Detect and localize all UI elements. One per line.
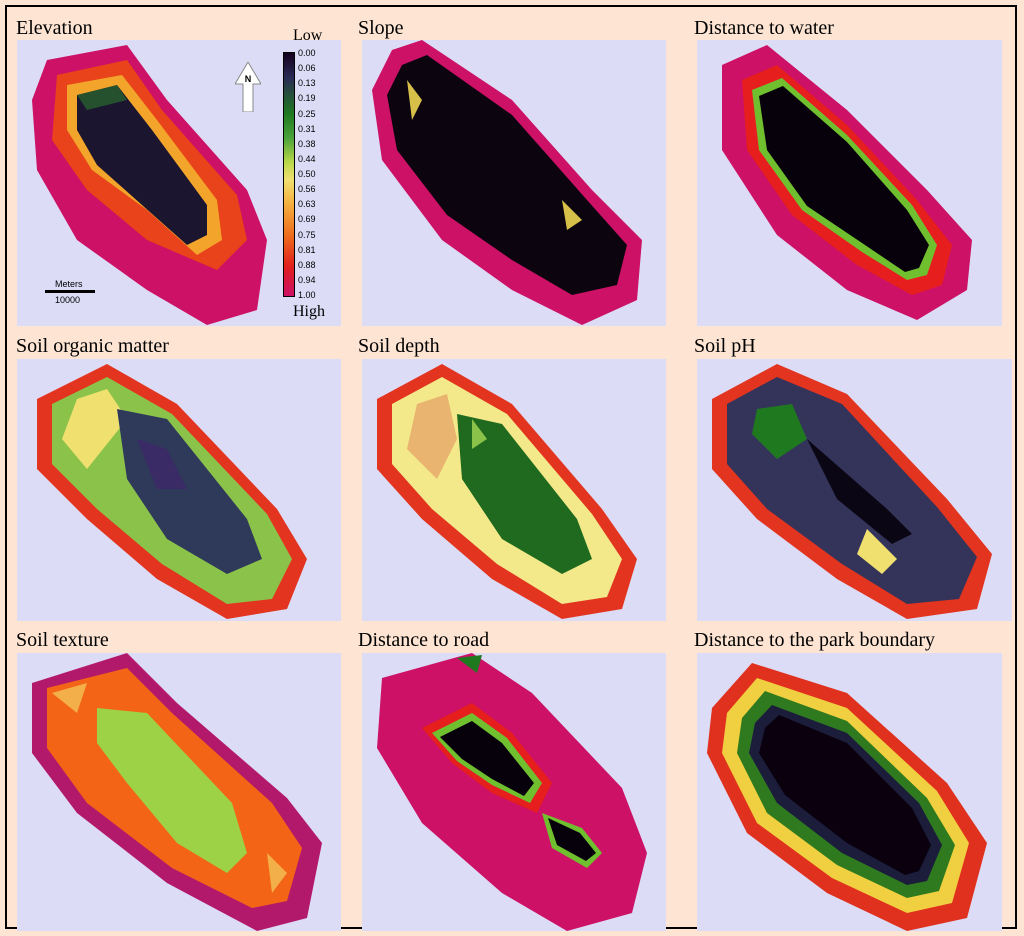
scale-value: 10000 <box>55 295 81 305</box>
panel-title: Distance to road <box>358 629 490 651</box>
texture-map-graphic <box>32 653 322 931</box>
legend-tick-label: 1.00 <box>298 290 316 300</box>
panel-title: Soil organic matter <box>16 335 169 357</box>
legend-tick-label: 0.13 <box>298 78 316 89</box>
boundary-map-graphic <box>707 663 987 931</box>
north-arrow-icon: N <box>234 61 262 113</box>
legend-tick-label: 0.88 <box>298 259 316 270</box>
north-label: N <box>245 74 252 84</box>
slope-map-graphic <box>372 40 642 325</box>
legend-tick-label: 0.38 <box>298 138 316 149</box>
legend-high-label: High <box>293 303 325 320</box>
legend-tick-label: 0.00 <box>298 48 316 58</box>
legend-low-label: Low <box>293 27 323 44</box>
legend-tick-label: 0.50 <box>298 169 316 179</box>
texture-map <box>17 653 341 931</box>
panel-title: Soil pH <box>694 335 756 357</box>
legend-tick-label: 0.56 <box>298 184 316 195</box>
elevation-map-graphic <box>32 45 267 325</box>
panel-title: Elevation <box>16 17 93 39</box>
organic-map <box>17 359 341 621</box>
water-map-graphic <box>722 45 972 320</box>
legend-tick-label: 0.94 <box>298 274 316 285</box>
water-map <box>697 40 1002 326</box>
legend-tick-label: 0.63 <box>298 199 316 210</box>
road-map-graphic <box>377 653 647 931</box>
legend-tick-label: 0.19 <box>298 93 316 104</box>
legend-tick-label: 0.69 <box>298 214 316 225</box>
road-map <box>362 653 666 931</box>
panel-title: Distance to the park boundary <box>694 629 936 651</box>
depth-map-graphic <box>377 364 637 619</box>
legend-tick-label: 0.31 <box>298 123 316 134</box>
legend-tick-label: 0.44 <box>298 153 316 164</box>
boundary-map <box>697 653 1002 931</box>
scale-bar: Meters 10000 <box>45 279 105 309</box>
panel-title: Distance to water <box>694 17 834 39</box>
legend-tick-label: 0.81 <box>298 244 316 255</box>
figure-frame: Elevation N Meters 10000 Low High <box>5 5 1017 931</box>
depth-map <box>362 359 666 621</box>
legend-colorbar <box>283 52 295 297</box>
legend-tick-label: 0.06 <box>298 63 316 74</box>
panel-title: Soil texture <box>16 629 109 651</box>
slope-map <box>362 40 666 326</box>
scale-unit: Meters <box>55 279 83 289</box>
legend-tick-label: 0.25 <box>298 108 316 119</box>
panel-title: Soil depth <box>358 335 440 357</box>
panel-title: Slope <box>358 17 404 39</box>
ph-map <box>697 359 1012 621</box>
ph-map-graphic <box>712 364 992 619</box>
legend-ticks: 0.00 0.06 0.13 0.19 0.25 0.31 0.38 0.44 0.50 0.56… <box>298 48 338 300</box>
legend-tick-label: 0.75 <box>298 229 316 240</box>
organic-map-graphic <box>37 364 307 619</box>
